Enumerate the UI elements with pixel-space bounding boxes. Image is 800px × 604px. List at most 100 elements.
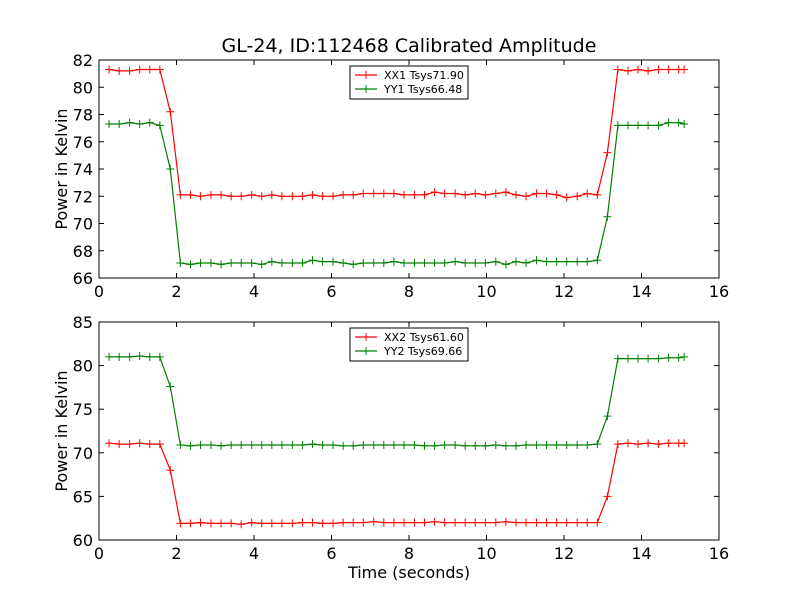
data-point [664,439,673,448]
y-tick-label: 60 [73,531,93,550]
data-point [593,190,602,199]
data-point [298,440,307,449]
data-point [318,519,327,528]
data-point [511,441,520,450]
data-point [318,257,327,266]
data-point [623,121,632,130]
x-tick-label: 4 [249,282,259,301]
data-point [227,519,236,528]
data-point [339,190,348,199]
data-point [481,518,490,527]
data-point [379,259,388,268]
data-point [481,441,490,450]
data-point [634,354,643,363]
data-point [410,440,419,449]
data-point [522,518,531,527]
data-point [623,354,632,363]
data-point [298,518,307,527]
data-point [532,440,541,449]
data-point [369,440,378,449]
x-tick-label: 12 [554,282,574,301]
data-point [339,518,348,527]
data-point [166,107,175,116]
data-point [308,256,317,265]
data-point [155,352,164,361]
data-point [308,518,317,527]
data-point [135,120,144,129]
data-point [176,259,185,268]
data-point [420,190,429,199]
data-point [501,260,510,269]
data-point [247,440,256,449]
data-point [135,65,144,74]
x-tick-label: 0 [94,544,104,563]
data-point [603,148,612,157]
data-point [115,352,124,361]
legend-label: XX1 Tsys71.90 [384,69,464,82]
data-point [247,518,256,527]
data-point [583,189,592,198]
data-point [308,440,317,449]
data-point [522,259,531,268]
data-point [451,257,460,266]
legend-box [349,65,469,100]
data-point [196,518,205,527]
data-point [349,260,358,269]
data-point [491,189,500,198]
data-point [654,121,663,130]
legend-box [349,327,469,362]
data-point [603,492,612,501]
data-point [511,518,520,527]
data-point [522,192,531,201]
y-tick-label: 72 [73,187,93,206]
chart-title: GL-24, ID:112468 Calibrated Amplitude [222,35,597,57]
data-point [277,440,286,449]
legend-marker [362,333,370,341]
data-point [471,441,480,450]
data-point [623,66,632,75]
data-point [206,440,215,449]
data-point [247,259,256,268]
data-point [237,259,246,268]
data-point [430,517,439,526]
series-1 [105,439,689,529]
y-tick-label: 75 [73,400,93,419]
data-point [135,352,144,361]
data-point [471,259,480,268]
data-point [267,440,276,449]
data-point [389,189,398,198]
data-point [420,441,429,450]
data-point [277,259,286,268]
data-point [257,260,266,269]
data-point [257,192,266,201]
data-point [257,519,266,528]
data-point [664,65,673,74]
data-point [217,441,226,450]
data-point [613,354,622,363]
data-point [339,259,348,268]
data-point [105,352,114,361]
data-point [186,190,195,199]
data-point [176,190,185,199]
data-point [542,518,551,527]
x-tick-label: 0 [94,282,104,301]
data-point [288,192,297,201]
data-point [603,212,612,221]
data-point [491,440,500,449]
data-point [430,441,439,450]
data-point [399,440,408,449]
data-point [145,352,154,361]
y-tick-label: 74 [73,160,93,179]
data-point [410,190,419,199]
data-point [440,518,449,527]
data-point [680,65,689,74]
data-point [267,519,276,528]
data-point [680,439,689,448]
data-point [511,190,520,199]
data-point [491,518,500,527]
data-point [552,257,561,266]
data-point [511,257,520,266]
legend-label: YY2 Tsys69.66 [383,345,462,358]
data-point [308,190,317,199]
data-point [481,259,490,268]
